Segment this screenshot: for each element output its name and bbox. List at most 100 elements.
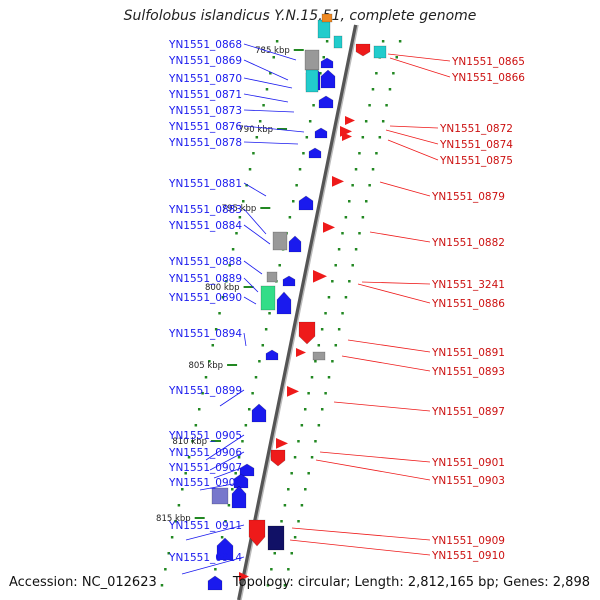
left-leader-line: [243, 182, 267, 197]
gene-forward: [231, 485, 247, 509]
track-dot: [204, 376, 208, 379]
track-dot: [314, 360, 317, 363]
gene-forward: [320, 69, 336, 89]
track-dot: [365, 200, 368, 203]
gene-reverse-small: [276, 438, 288, 449]
left-leader-line: [243, 332, 247, 347]
track-dot: [354, 168, 358, 171]
left-leader-line: [243, 296, 257, 305]
gene-reverse-small: [323, 222, 335, 233]
track-dot: [327, 296, 331, 299]
right-leader-line: [347, 339, 431, 353]
left-leader-line: [199, 481, 245, 491]
track-dot: [228, 264, 231, 267]
track-dot: [358, 152, 361, 155]
track-dot: [361, 136, 365, 139]
right-gene-label: YN1551_0910: [431, 550, 505, 562]
track-dot: [268, 312, 271, 315]
genome-axis: [237, 24, 358, 600]
track-dot: [218, 312, 221, 315]
left-gene-label: YN1551_0914: [168, 552, 242, 564]
right-gene-label: YN1551_0886: [431, 298, 505, 310]
left-leader-line: [205, 434, 245, 461]
track-dot: [273, 552, 276, 555]
right-leader-line: [315, 459, 431, 481]
right-gene-label: YN1551_3241: [431, 279, 505, 291]
right-leader-line: [289, 539, 431, 556]
track-dot: [334, 264, 337, 267]
track-dot: [358, 232, 361, 235]
kbp-label: 790 kbp: [238, 125, 273, 135]
left-leader-line: [243, 109, 295, 113]
track-dot: [290, 552, 293, 555]
track-dot: [248, 168, 252, 171]
track-dot: [167, 552, 170, 555]
left-leader-line: [243, 59, 289, 81]
track-dot: [317, 344, 321, 347]
right-leader-line: [387, 139, 439, 161]
track-dot: [334, 344, 338, 347]
track-dot: [231, 488, 234, 491]
track-dot: [160, 584, 164, 587]
gene-reverse-small: [287, 386, 299, 397]
track-dot: [261, 344, 265, 347]
track-dot: [181, 488, 184, 491]
gene-forward: [318, 95, 334, 109]
gene-forward: [282, 275, 296, 287]
left-gene-label: YN1551_0905: [168, 430, 242, 442]
track-dot: [351, 264, 354, 267]
track-dot: [262, 104, 265, 107]
track-dot: [197, 408, 201, 411]
right-leader-line: [361, 281, 431, 285]
right-leader-line: [389, 125, 439, 129]
right-leader-line: [369, 231, 431, 243]
gene-block-top: [317, 19, 331, 39]
left-gene-label: YN1551_0890: [168, 292, 242, 304]
track-dot: [322, 56, 325, 59]
track-dot: [398, 40, 402, 43]
gene-block-gray: [312, 351, 326, 361]
track-dot: [288, 216, 292, 219]
left-leader-line: [209, 451, 245, 471]
track-dot: [371, 88, 375, 91]
track-dot: [303, 408, 307, 411]
left-gene-label: YN1551_0881: [168, 178, 242, 190]
kbp-label: 785 kbp: [255, 46, 290, 56]
right-leader-line: [341, 355, 431, 372]
track-dot: [174, 520, 177, 523]
right-gene-label: YN1551_0866: [451, 72, 525, 84]
right-gene-label: YN1551_0874: [439, 139, 513, 151]
track-dot: [280, 520, 283, 523]
track-dot: [297, 520, 300, 523]
right-gene-label: YN1551_0875: [439, 155, 513, 167]
track-dot: [295, 184, 298, 187]
track-dot: [348, 280, 351, 283]
track-dot: [220, 536, 224, 539]
track-dot: [395, 56, 398, 59]
track-dot: [312, 104, 315, 107]
track-dot: [344, 296, 348, 299]
track-dot: [224, 520, 227, 523]
gene-block-gray: [266, 271, 278, 283]
gene-forward: [265, 349, 279, 361]
left-gene-label: YN1551_0888: [168, 256, 242, 268]
track-dot: [283, 504, 287, 507]
gene-reverse-small: [342, 132, 352, 141]
gene-block-top-orange: [321, 13, 333, 23]
genome-axis-highlight: [240, 24, 359, 600]
track-dot: [348, 200, 351, 203]
track-dot: [214, 328, 218, 331]
right-gene-label: YN1551_0903: [431, 475, 505, 487]
track-dot: [194, 424, 198, 427]
right-gene-label: YN1551_0897: [431, 406, 505, 418]
track-dot: [305, 136, 309, 139]
track-dot: [270, 568, 273, 571]
track-dot: [258, 360, 261, 363]
gene-forward: [233, 473, 249, 489]
track-dot: [375, 72, 378, 75]
track-dot: [164, 568, 167, 571]
right-leader-line: [379, 181, 431, 197]
track-dot: [184, 472, 187, 475]
